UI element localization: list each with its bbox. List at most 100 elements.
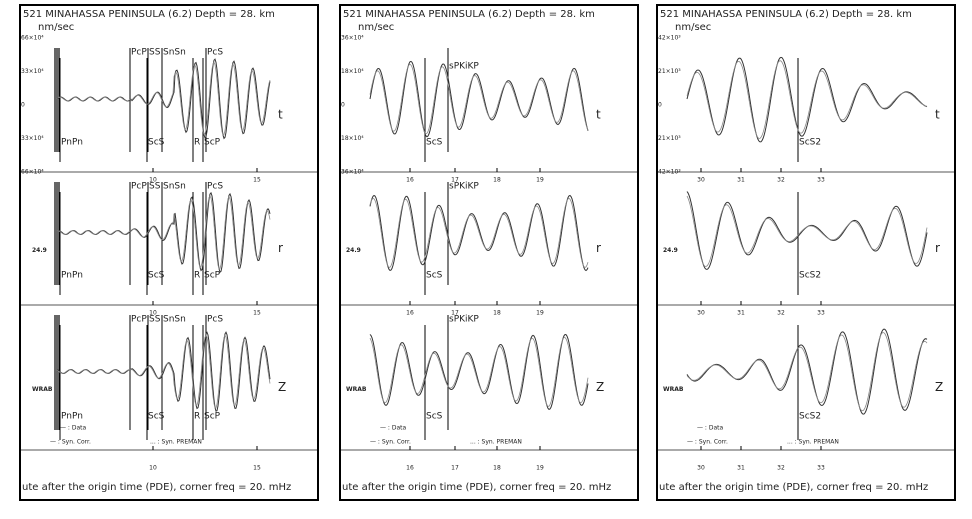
station-label: WRAB	[346, 386, 367, 393]
y-tick-label: 33×10⁴	[21, 135, 44, 142]
component: r	[935, 241, 940, 255]
phase-label: PcS	[207, 48, 223, 58]
phase-label: sPKiKP	[449, 182, 479, 192]
panel-content: 521 MINAHASSA PENINSULA (6.2) Depth = 28…	[20, 9, 318, 493]
footer: ute after the origin time (PDE), corner …	[342, 482, 611, 493]
phase-label: SS	[149, 182, 161, 192]
y-tick-label: 0	[658, 102, 662, 109]
y-tick-label: 21×10³	[658, 68, 681, 75]
y-tick-label: 36×10⁴	[341, 169, 364, 176]
phase-label: R	[194, 271, 200, 281]
synthetic	[56, 334, 271, 409]
synthetic	[56, 61, 271, 136]
x-tick-label: 31	[737, 177, 745, 184]
x-tick-label: 15	[253, 310, 261, 317]
unit: nm/sec	[358, 22, 394, 33]
x-tick-label: 10	[149, 465, 157, 472]
x-tick-label: 15	[253, 177, 261, 184]
phase-label: sPKiKP	[449, 315, 479, 325]
x-tick-label: 17	[451, 177, 459, 184]
x-tick-label: 10	[149, 177, 157, 184]
waveform	[686, 191, 928, 270]
component: r	[596, 241, 601, 255]
legend-data: — : Data	[697, 425, 723, 432]
phase-label: ScS	[426, 138, 443, 148]
phase-label: ScS	[148, 138, 165, 148]
legend-data: — : Data	[380, 425, 406, 432]
phase-label: SnSn	[163, 48, 186, 58]
x-tick-label: 30	[697, 177, 705, 184]
x-tick-label: 15	[253, 465, 261, 472]
phase-label: PcP	[131, 48, 147, 58]
y-tick-label: 42×10³	[658, 35, 681, 42]
synthetic	[369, 63, 589, 135]
panel: 521 MINAHASSA PENINSULA (6.2) Depth = 28…	[339, 4, 639, 501]
component: t	[935, 108, 940, 122]
phase-label: ScP	[204, 138, 221, 148]
legend-data: — : Data	[60, 425, 86, 432]
phase-label: SnSn	[163, 315, 186, 325]
synthetic	[686, 332, 928, 412]
legend-syn-corr: — : Syn. Corr.	[370, 439, 411, 446]
panel: 521 MINAHASSA PENINSULA (6.2) Depth = 28…	[656, 4, 956, 501]
phase-label: R	[194, 412, 200, 422]
phase-label: PcS	[207, 182, 223, 192]
synthetic	[686, 60, 928, 139]
station-label: WRAB	[32, 386, 53, 393]
waveform	[56, 58, 271, 140]
synthetic	[369, 197, 589, 268]
x-tick-label: 19	[536, 177, 544, 184]
phase-label: ScS	[426, 412, 443, 422]
header: 521 MINAHASSA PENINSULA (6.2) Depth = 28…	[23, 9, 275, 20]
waveform	[369, 60, 589, 138]
x-tick-label: 16	[406, 465, 414, 472]
panel-content: 521 MINAHASSA PENINSULA (6.2) Depth = 28…	[340, 9, 638, 493]
x-tick-label: 32	[777, 177, 785, 184]
y-tick-label: 0	[341, 102, 345, 109]
phase-label: ScS2	[799, 138, 821, 148]
y-tick-label: 42×10³	[658, 169, 681, 176]
y-tick-label: 18×10⁴	[341, 68, 364, 75]
legend-syn-preman: ... : Syn. PREMAN	[787, 439, 839, 446]
footer: ute after the origin time (PDE), corner …	[659, 482, 928, 493]
waveform	[686, 56, 928, 143]
panel-content: 521 MINAHASSA PENINSULA (6.2) Depth = 28…	[657, 9, 955, 493]
phase-label: ScS	[148, 412, 165, 422]
station-label: 24.9	[346, 247, 361, 254]
component: Z	[935, 380, 943, 394]
x-tick-label: 16	[406, 177, 414, 184]
legend-syn-corr: — : Syn. Corr.	[50, 439, 91, 446]
y-tick-label: 36×10⁴	[341, 35, 364, 42]
legend-syn-corr: — : Syn. Corr.	[687, 439, 728, 446]
phase-label: ScS	[148, 271, 165, 281]
x-tick-label: 31	[737, 310, 745, 317]
phase-label: PnPn	[61, 138, 83, 148]
panel-frame	[656, 4, 956, 501]
waveform	[686, 328, 928, 415]
phase-label: PcS	[207, 315, 223, 325]
phase-label: SS	[149, 48, 161, 58]
component: r	[278, 241, 283, 255]
panel-frame	[339, 4, 639, 501]
phase-label: PnPn	[61, 412, 83, 422]
x-tick-label: 19	[536, 465, 544, 472]
y-tick-label: 66×10⁴	[21, 169, 44, 176]
phase-label: PnPn	[61, 271, 83, 281]
x-tick-label: 31	[737, 465, 745, 472]
phase-label: ScP	[204, 412, 221, 422]
phase-label: ScS2	[799, 412, 821, 422]
phase-label: ScP	[204, 271, 221, 281]
unit: nm/sec	[675, 22, 711, 33]
phase-label: R	[194, 138, 200, 148]
x-tick-label: 18	[493, 177, 501, 184]
footer: ute after the origin time (PDE), corner …	[22, 482, 291, 493]
phase-label: PcP	[131, 315, 147, 325]
phase-label: ScS2	[799, 271, 821, 281]
phase-label: sPKiKP	[449, 62, 479, 72]
x-tick-label: 18	[493, 310, 501, 317]
y-tick-label: 66×10⁴	[21, 35, 44, 42]
x-tick-label: 30	[697, 465, 705, 472]
x-tick-label: 17	[451, 465, 459, 472]
waveform	[369, 194, 589, 272]
